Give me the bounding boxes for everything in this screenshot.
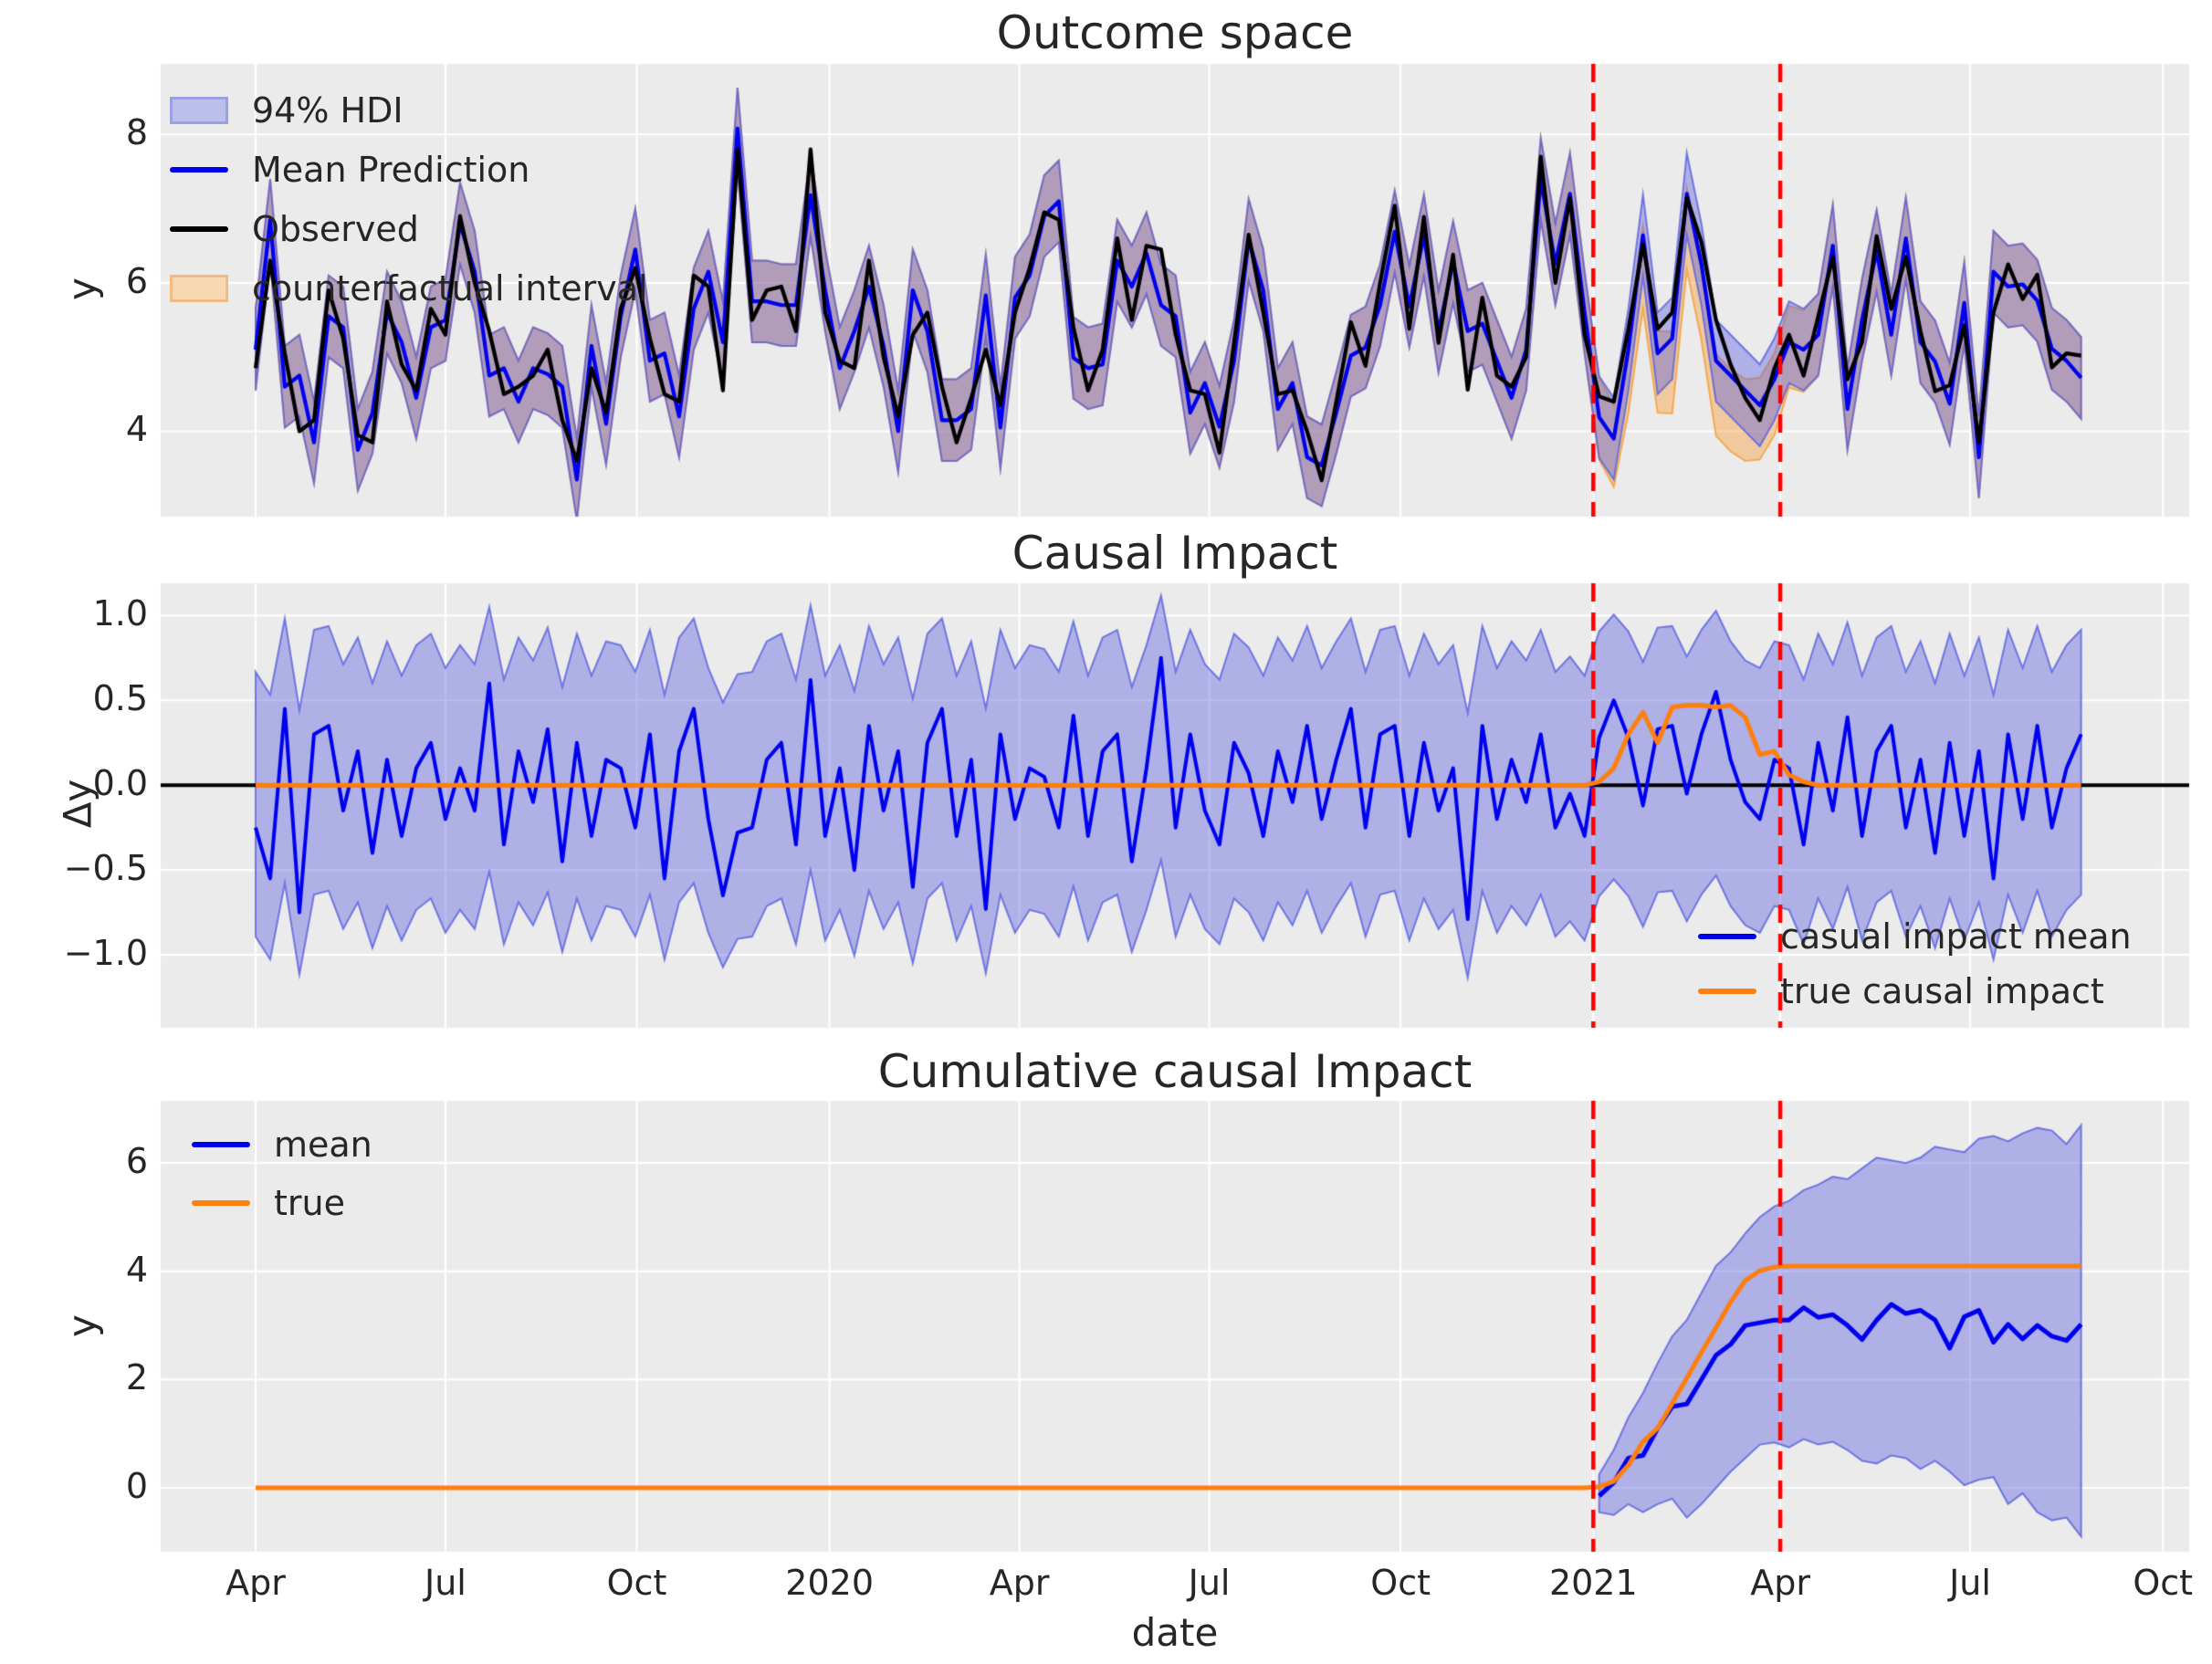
legend-item: 94% HDI [170,80,648,140]
legend-label: Observed [252,208,419,249]
legend-label: mean [274,1125,372,1165]
y-tick-label: 0.5 [92,678,148,719]
legend-cumulative: mean true [192,1115,372,1232]
legend-item: casual impact mean [1698,909,2132,964]
x-tick-label: Oct [1370,1563,1431,1603]
legend-line-swatch-icon [192,1200,250,1206]
legend-label: counterfactual interval [252,267,648,309]
legend-patch-swatch-icon [170,274,228,302]
legend-label: 94% HDI [252,89,404,131]
legend-item: counterfactual interval [170,258,648,318]
y-tick-label: 8 [125,112,148,153]
legend-line-swatch-icon [1698,934,1756,939]
legend-outcome-space: 94% HDI Mean Prediction Observed counterfac… [170,80,648,318]
x-axis-label-date: date [1131,1610,1219,1655]
legend-item: true [192,1174,372,1232]
x-tick-label: Jul [1949,1563,1991,1603]
legend-label: true causal impact [1780,971,2104,1011]
legend-line-swatch-icon [170,166,228,173]
y-tick-label: 0.0 [92,763,148,804]
legend-patch-swatch-icon [170,96,228,124]
legend-item: Mean Prediction [170,140,648,199]
x-tick-label: Apr [1750,1563,1810,1603]
y-tick-label: 6 [125,1141,148,1182]
outcome-space-title: Outcome space [996,6,1354,59]
x-tick-label: 2021 [1548,1563,1638,1603]
y-tick-label: 0 [125,1466,148,1507]
x-tick-label: Oct [2133,1563,2194,1603]
legend-item: true causal impact [1698,964,2132,1019]
y-axis-label-cumulative: y [59,1314,105,1337]
y-tick-label: 6 [125,260,148,301]
cumulative-impact-title: Cumulative causal Impact [877,1045,1473,1098]
causal-impact-title: Causal Impact [1012,527,1338,580]
y-tick-label: −1.0 [63,933,148,974]
legend-item: Observed [170,199,648,258]
y-tick-label: 1.0 [92,593,148,634]
x-tick-label: Apr [225,1563,286,1603]
x-tick-label: 2020 [785,1563,875,1603]
legend-label: casual impact mean [1780,916,2132,957]
x-tick-label: Oct [606,1563,667,1603]
x-tick-label: Jul [425,1563,467,1603]
y-tick-label: 4 [125,409,148,450]
x-tick-label: Jul [1188,1563,1231,1603]
legend-line-swatch-icon [192,1142,250,1147]
y-tick-label: −0.5 [63,848,148,889]
x-tick-label: Apr [989,1563,1050,1603]
legend-causal-impact: casual impact mean true causal impact [1698,909,2132,1019]
y-tick-label: 4 [125,1249,148,1290]
legend-line-swatch-icon [170,225,228,232]
legend-label: Mean Prediction [252,149,530,190]
legend-line-swatch-icon [1698,989,1756,994]
legend-label: true [274,1183,345,1223]
y-tick-label: 2 [125,1357,148,1398]
legend-item: mean [192,1115,372,1174]
